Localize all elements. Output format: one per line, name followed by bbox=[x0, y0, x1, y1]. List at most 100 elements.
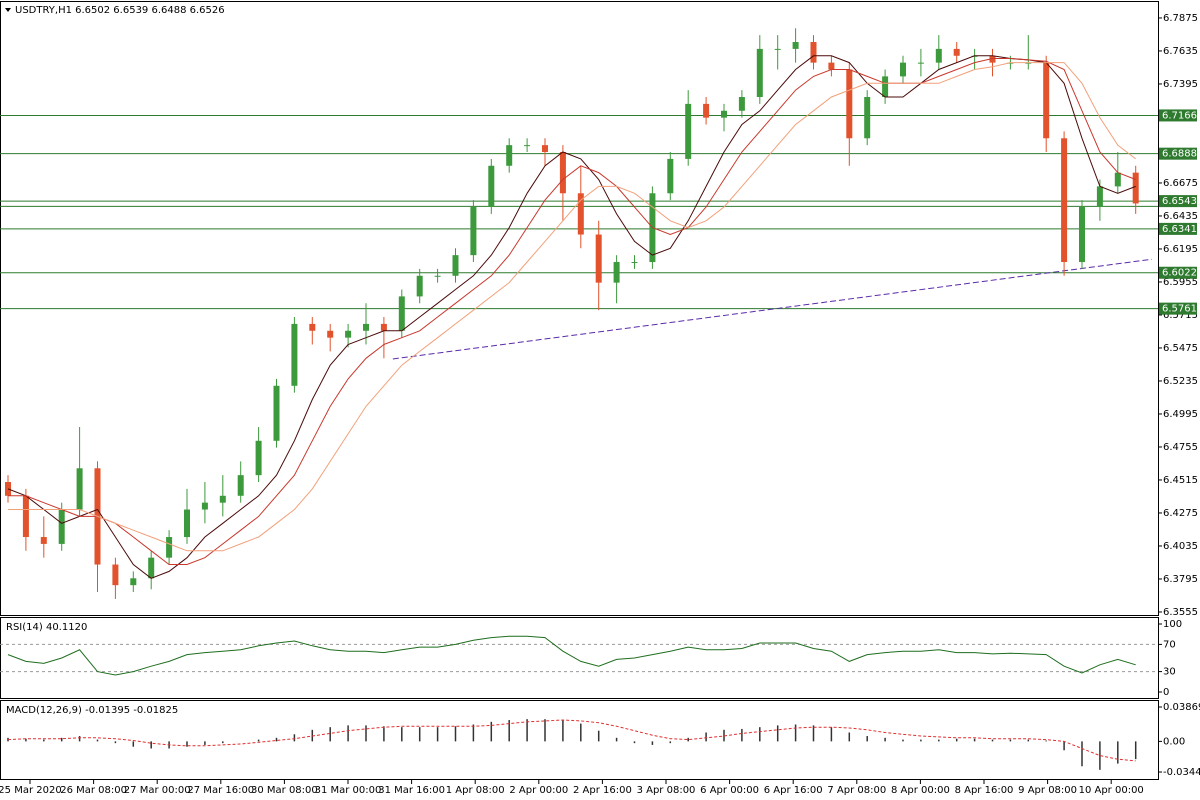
x-tick-label: 7 Apr 08:00 bbox=[827, 785, 886, 796]
x-tick-label: 30 Mar 08:00 bbox=[251, 785, 318, 796]
candle-body bbox=[542, 145, 548, 153]
candle-body bbox=[935, 48, 942, 63]
candle-body bbox=[273, 385, 280, 441]
candle-body bbox=[380, 323, 387, 331]
candle-body bbox=[738, 97, 745, 111]
candle-body bbox=[398, 296, 405, 331]
candle-body bbox=[953, 48, 960, 56]
candle-body bbox=[721, 110, 727, 118]
y-tick-label: 6.4755 bbox=[1163, 442, 1198, 453]
macd-title: MACD(12,26,9) -0.01395 -0.01825 bbox=[6, 705, 178, 716]
candle-body bbox=[667, 158, 674, 194]
candle-body bbox=[434, 275, 441, 277]
x-tick-label: 26 Mar 08:00 bbox=[60, 785, 127, 796]
candle-body bbox=[1025, 62, 1032, 64]
x-tick-label: 8 Apr 00:00 bbox=[891, 785, 950, 796]
level-label-box bbox=[1159, 109, 1197, 122]
candle-body bbox=[112, 564, 119, 586]
candle-body bbox=[470, 207, 477, 256]
candle-body bbox=[291, 323, 298, 386]
rsi-panel-frame bbox=[0, 617, 1159, 699]
x-tick-label: 3 Apr 08:00 bbox=[637, 785, 696, 796]
y-tick-label: 0.00 bbox=[1163, 736, 1185, 747]
candle-body bbox=[255, 440, 262, 476]
y-tick-label: 30 bbox=[1163, 667, 1176, 678]
level-label-box bbox=[1159, 147, 1197, 160]
level-label-box bbox=[1159, 302, 1197, 315]
x-tick-label: 25 Mar 2020 bbox=[0, 785, 62, 796]
y-tick-label: 6.4035 bbox=[1163, 541, 1198, 552]
y-tick-label: 6.6435 bbox=[1163, 211, 1198, 222]
chart-title: USDTRY,H1 6.6502 6.6539 6.6488 6.6526 bbox=[15, 5, 225, 16]
candle-body bbox=[416, 275, 423, 297]
macd-panel-frame bbox=[0, 700, 1159, 780]
candle-body bbox=[452, 255, 459, 276]
y-tick-label: 6.5235 bbox=[1163, 376, 1198, 387]
candle-body bbox=[506, 145, 513, 166]
candle-body bbox=[345, 330, 352, 338]
y-tick-label: 6.7875 bbox=[1163, 13, 1198, 24]
candle-body bbox=[756, 48, 763, 98]
candle-body bbox=[1007, 62, 1014, 64]
trendline bbox=[392, 258, 1152, 360]
y-tick-label: 70 bbox=[1163, 639, 1176, 650]
y-tick-label: 6.4515 bbox=[1163, 475, 1198, 486]
x-tick-label: 31 Mar 16:00 bbox=[378, 785, 445, 796]
x-tick-label: 9 Apr 08:00 bbox=[1018, 785, 1077, 796]
candle-body bbox=[595, 234, 602, 283]
candle-body bbox=[577, 193, 584, 235]
candle-body bbox=[631, 262, 638, 264]
moving-average bbox=[8, 58, 1136, 565]
candle-body bbox=[989, 55, 996, 63]
candle-body bbox=[524, 145, 531, 147]
y-tick-label: 6.7395 bbox=[1163, 79, 1198, 90]
moving-average bbox=[8, 62, 1137, 552]
candle-body bbox=[184, 509, 190, 538]
y-tick-label: 6.5955 bbox=[1163, 277, 1198, 288]
candle-body bbox=[219, 495, 226, 503]
candle-body bbox=[1114, 172, 1121, 187]
y-tick-label: 0.03869 bbox=[1163, 702, 1200, 713]
x-tick-label: 10 Apr 00:00 bbox=[1079, 785, 1144, 796]
candle-body bbox=[828, 62, 835, 70]
x-tick-label: 6 Apr 16:00 bbox=[764, 785, 823, 796]
symbol-menu-icon[interactable] bbox=[5, 8, 11, 12]
y-tick-label: 6.4995 bbox=[1163, 409, 1198, 420]
candle-body bbox=[130, 578, 137, 586]
candle-body bbox=[792, 42, 799, 49]
x-tick-label: 8 Apr 16:00 bbox=[955, 785, 1014, 796]
y-tick-label: 6.6675 bbox=[1163, 178, 1198, 189]
x-tick-label: 2 Apr 00:00 bbox=[509, 785, 568, 796]
candle-body bbox=[846, 69, 853, 139]
y-tick-label: 0 bbox=[1163, 687, 1169, 698]
candle-body bbox=[1132, 172, 1139, 204]
candle-body bbox=[882, 76, 889, 98]
candle-body bbox=[363, 323, 369, 331]
y-tick-label: 100 bbox=[1163, 619, 1182, 630]
y-tick-label: 6.7635 bbox=[1163, 46, 1198, 57]
x-tick-label: 27 Mar 16:00 bbox=[187, 785, 254, 796]
candle-body bbox=[148, 557, 155, 579]
candle-body bbox=[917, 62, 924, 64]
level-label-box bbox=[1159, 195, 1197, 208]
y-tick-label: 6.3795 bbox=[1163, 574, 1198, 585]
candle-body bbox=[703, 103, 710, 118]
candle-body bbox=[327, 330, 334, 338]
candle-body bbox=[166, 537, 173, 558]
candle-body bbox=[1061, 138, 1068, 263]
candle-body bbox=[1043, 62, 1050, 139]
y-tick-label: 6.4275 bbox=[1163, 508, 1198, 519]
x-tick-label: 2 Apr 16:00 bbox=[573, 785, 632, 796]
rsi-title: RSI(14) 40.1120 bbox=[6, 622, 87, 633]
candle-body bbox=[1079, 207, 1085, 263]
candle-body bbox=[685, 103, 692, 159]
y-tick-label: 6.3555 bbox=[1163, 607, 1198, 618]
candle-body bbox=[76, 468, 83, 510]
candle-body bbox=[1096, 186, 1103, 208]
level-label: 6.7166 bbox=[1162, 110, 1197, 121]
x-tick-label: 31 Mar 00:00 bbox=[315, 785, 382, 796]
candle-body bbox=[309, 323, 316, 331]
candle-body bbox=[40, 537, 47, 544]
